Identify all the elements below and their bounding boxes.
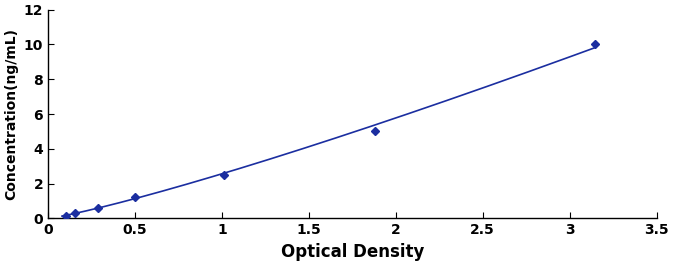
X-axis label: Optical Density: Optical Density: [281, 243, 424, 261]
Y-axis label: Concentration(ng/mL): Concentration(ng/mL): [4, 28, 18, 200]
